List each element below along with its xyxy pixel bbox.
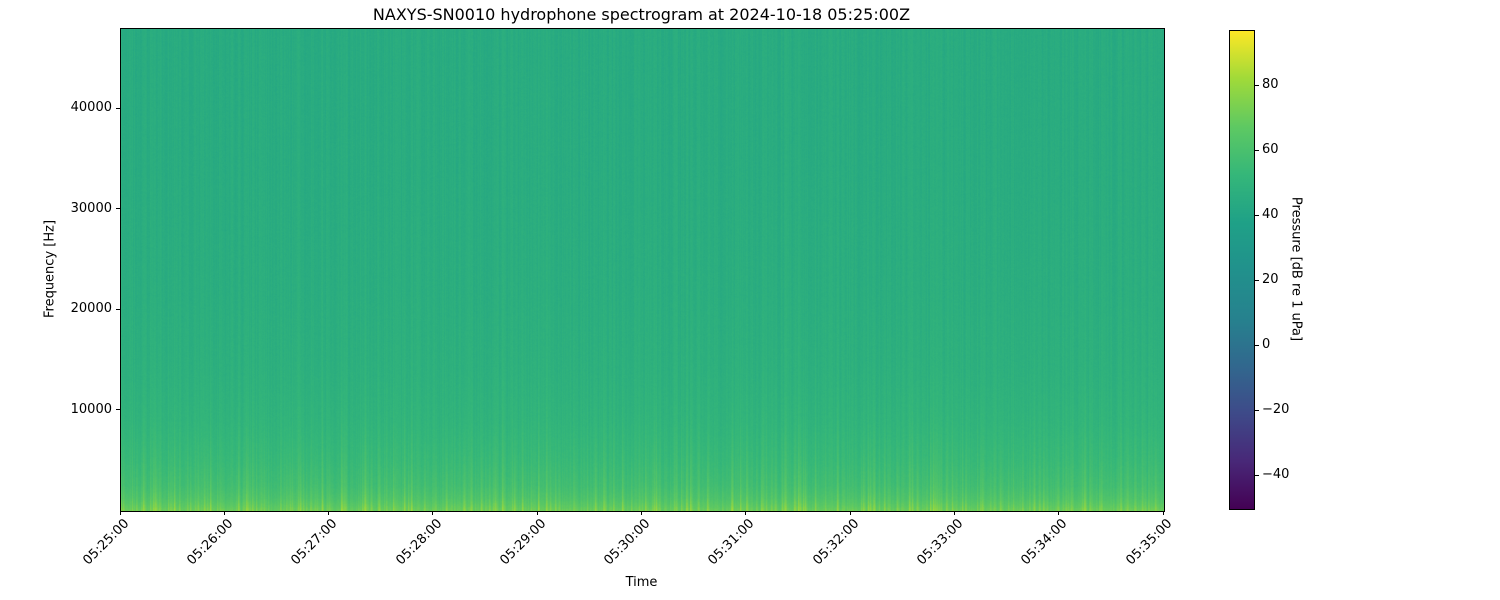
x-tick-mark xyxy=(328,511,330,515)
y-tick-mark xyxy=(116,409,120,411)
colorbar-tick-mark xyxy=(1255,84,1259,86)
x-tick-mark xyxy=(432,511,434,515)
colorbar-tick-mark xyxy=(1255,474,1259,476)
x-tick-mark xyxy=(849,511,851,515)
colorbar-tick-mark xyxy=(1255,409,1259,411)
x-tick-label: 05:33:00 xyxy=(914,516,967,569)
colorbar-tick-mark xyxy=(1255,344,1259,346)
x-tick-label: 05:31:00 xyxy=(705,516,758,569)
x-tick-mark xyxy=(745,511,747,515)
x-tick-label: 05:25:00 xyxy=(80,516,132,569)
x-tick-label: 05:34:00 xyxy=(1018,516,1071,569)
plot-area xyxy=(120,28,1165,512)
colorbar-tick-mark xyxy=(1255,214,1259,216)
colorbar-tick-label: 80 xyxy=(1262,77,1279,93)
colorbar-tick-label: −40 xyxy=(1262,467,1290,483)
x-tick-mark xyxy=(119,511,121,515)
colorbar-label: Pressure [dB re 1 uPa] xyxy=(1288,196,1304,342)
colorbar-tick-label: 60 xyxy=(1262,142,1279,158)
x-tick-label: 05:26:00 xyxy=(184,516,237,569)
spectrogram-canvas xyxy=(121,29,1164,511)
x-tick-mark xyxy=(223,511,225,515)
y-axis-label: Frequency [Hz] xyxy=(42,219,58,319)
x-tick-mark xyxy=(536,511,538,515)
colorbar-tick-label: −20 xyxy=(1262,402,1290,418)
x-tick-label: 05:35:00 xyxy=(1123,516,1175,569)
x-tick-label: 05:30:00 xyxy=(601,516,654,569)
x-tick-label: 05:28:00 xyxy=(392,516,445,569)
colorbar-tick-label: 0 xyxy=(1262,337,1271,353)
x-tick-label: 05:29:00 xyxy=(497,516,550,569)
y-tick-mark xyxy=(116,107,120,109)
chart-title: NAXYS-SN0010 hydrophone spectrogram at 2… xyxy=(372,5,911,24)
x-tick-label: 05:32:00 xyxy=(810,516,863,569)
y-tick-mark xyxy=(116,308,120,310)
x-tick-label: 05:27:00 xyxy=(288,516,341,569)
colorbar-tick-mark xyxy=(1255,279,1259,281)
colorbar-tick-mark xyxy=(1255,149,1259,151)
colorbar-tick-label: 40 xyxy=(1262,207,1279,223)
x-axis-label: Time xyxy=(625,575,658,590)
y-tick-label: 20000 xyxy=(70,301,112,317)
x-tick-mark xyxy=(641,511,642,515)
y-tick-mark xyxy=(116,208,120,210)
x-tick-mark xyxy=(1058,511,1060,515)
x-tick-mark xyxy=(953,511,955,515)
colorbar-tick-label: 20 xyxy=(1262,272,1279,288)
y-tick-label: 40000 xyxy=(70,100,112,116)
y-tick-label: 10000 xyxy=(70,401,112,417)
x-tick-mark xyxy=(1162,511,1164,515)
y-tick-label: 30000 xyxy=(70,200,112,216)
colorbar xyxy=(1229,30,1255,510)
